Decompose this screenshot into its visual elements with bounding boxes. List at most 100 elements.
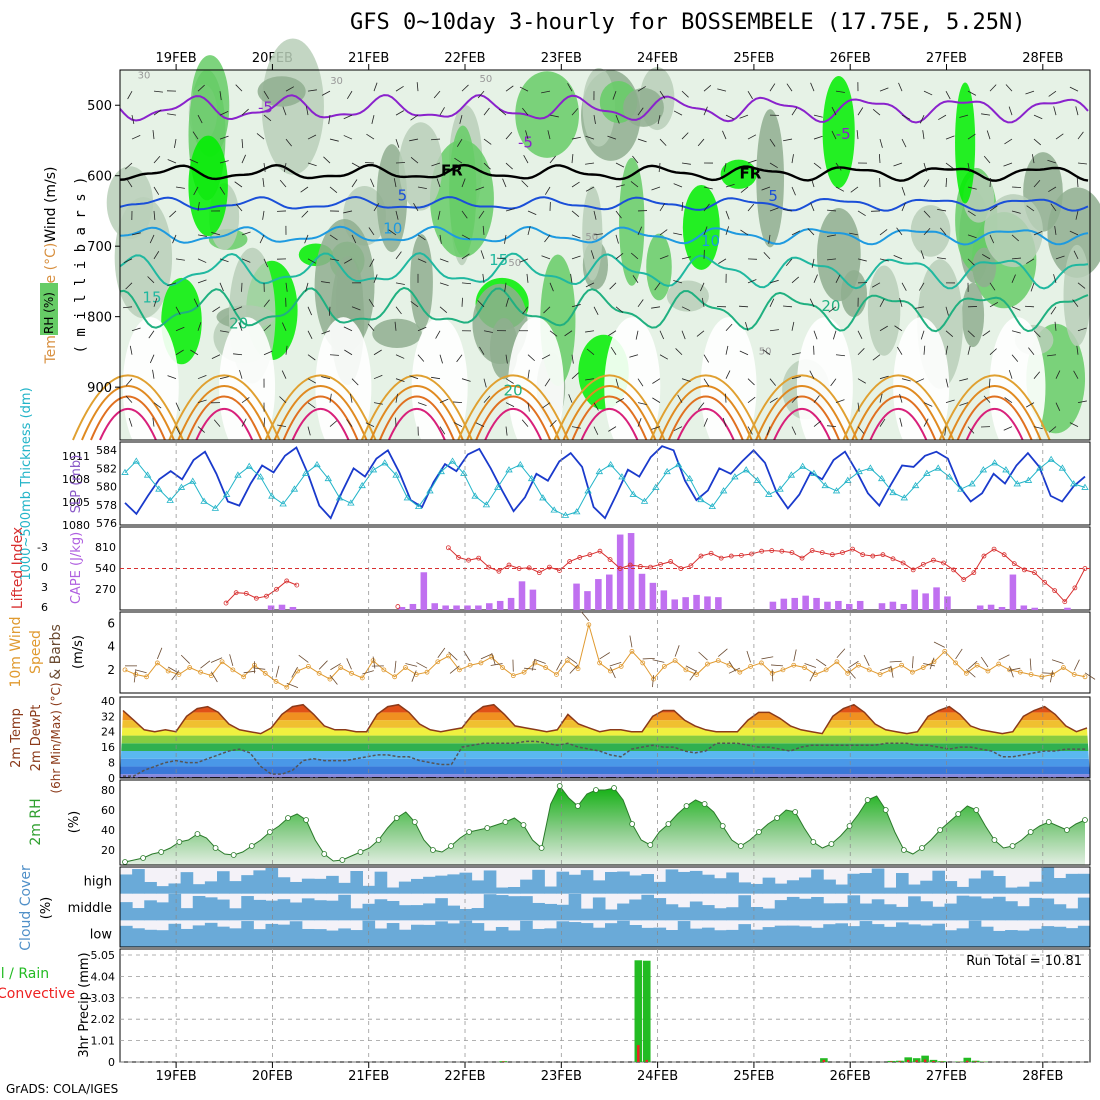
wind-barb bbox=[722, 130, 727, 140]
isotherm-label: 20 bbox=[504, 382, 523, 400]
thickness-marker bbox=[426, 487, 434, 494]
wind-barb bbox=[681, 256, 691, 260]
cloud-bar bbox=[1077, 873, 1091, 894]
wind-barb bbox=[395, 86, 404, 92]
footer-credit: GrADS: COLA/IGES bbox=[6, 1082, 119, 1096]
wind-barb bbox=[219, 135, 229, 140]
wind-barb bbox=[1026, 258, 1035, 264]
wind-barb bbox=[1053, 106, 1057, 116]
wind-barb bbox=[283, 162, 287, 172]
cape-tick: 270 bbox=[95, 583, 116, 596]
wind-barb bbox=[167, 159, 177, 164]
wind-barb bbox=[286, 682, 299, 689]
wind-barb bbox=[393, 178, 397, 188]
slp-ylabel: SLP (mb) bbox=[69, 455, 84, 514]
isotherm-label: FR bbox=[739, 165, 761, 183]
wind-barb bbox=[498, 109, 507, 116]
wind-barb bbox=[413, 202, 419, 212]
cloud-bar bbox=[508, 896, 521, 921]
wind-barb bbox=[291, 666, 298, 678]
wind-barb bbox=[879, 258, 889, 262]
cloud-bar bbox=[156, 902, 169, 921]
wind-barb bbox=[747, 203, 755, 212]
cloud-bar bbox=[1017, 886, 1030, 894]
wind-barb bbox=[725, 370, 731, 379]
wind-barb bbox=[417, 258, 427, 263]
wind-barb bbox=[945, 330, 954, 337]
wind-barb bbox=[983, 395, 991, 403]
wind-barb bbox=[323, 156, 331, 164]
wind-barb bbox=[1069, 230, 1079, 236]
li-marker bbox=[284, 578, 290, 584]
wind-barb bbox=[1033, 179, 1041, 188]
thickness-marker bbox=[753, 476, 762, 483]
wind-marker bbox=[176, 672, 182, 677]
wind-barb bbox=[593, 402, 599, 411]
wind-barb bbox=[923, 345, 926, 355]
cloud-bar bbox=[471, 908, 485, 921]
cloud-bar bbox=[944, 930, 958, 947]
li-marker bbox=[577, 555, 583, 560]
surface-isotherm bbox=[466, 384, 561, 441]
cloud-bar bbox=[653, 898, 667, 921]
wind-barb bbox=[491, 653, 496, 665]
wind-barb bbox=[897, 346, 903, 355]
precip-tick: 1.01 bbox=[91, 1035, 116, 1048]
wind-barb bbox=[827, 258, 837, 261]
rh-blob bbox=[372, 318, 422, 349]
wind-barb bbox=[879, 393, 883, 403]
cloud-bar bbox=[774, 925, 788, 947]
wind-barb bbox=[989, 302, 999, 308]
wind-barb bbox=[571, 255, 581, 260]
temp-tick: 40 bbox=[101, 695, 115, 708]
thickness-marker bbox=[222, 490, 231, 497]
wind-marker bbox=[910, 669, 915, 675]
wind-barb bbox=[211, 354, 221, 360]
wind-barb bbox=[417, 186, 427, 189]
bottom-date-label: 24FEB bbox=[637, 1069, 678, 1084]
li-marker bbox=[233, 590, 239, 596]
wind-barb bbox=[131, 327, 141, 332]
li-marker bbox=[698, 553, 704, 559]
cloud-bar bbox=[956, 895, 970, 921]
rh-marker bbox=[1009, 843, 1016, 849]
temp-band bbox=[120, 758, 1090, 767]
thickness-marker bbox=[573, 508, 581, 515]
wind-marker bbox=[403, 665, 408, 670]
wind-barb bbox=[791, 376, 801, 380]
wind-barb bbox=[967, 133, 976, 140]
cloud-bar bbox=[956, 886, 970, 894]
wind-barb bbox=[793, 649, 797, 662]
surface-isotherm bbox=[965, 408, 1024, 441]
wind-barb bbox=[1073, 370, 1079, 379]
rh-tick: 40 bbox=[101, 824, 115, 837]
thickness-marker bbox=[155, 485, 163, 492]
rh-marker bbox=[267, 829, 273, 835]
wind-barb bbox=[127, 90, 133, 100]
cloud-bar bbox=[435, 921, 448, 947]
top-date-label: 23FEB bbox=[541, 51, 582, 66]
isotherm-15 bbox=[119, 252, 1089, 290]
li-tick: 3 bbox=[41, 581, 48, 594]
wind-barb bbox=[521, 180, 529, 188]
isotherm-label: 15 bbox=[489, 251, 508, 269]
li-marker bbox=[597, 548, 603, 554]
wind-barb bbox=[763, 252, 771, 260]
wind-barb bbox=[901, 186, 906, 196]
wind-barb bbox=[1055, 370, 1061, 379]
wind-barb bbox=[505, 402, 515, 408]
cloud-bar bbox=[641, 894, 654, 921]
wind-marker bbox=[705, 661, 710, 667]
wind-barb bbox=[200, 660, 211, 669]
li-marker bbox=[456, 555, 461, 560]
cloud-bar bbox=[811, 869, 824, 894]
wind-barb bbox=[147, 276, 155, 284]
wind-barb bbox=[955, 648, 963, 660]
wind-barb bbox=[285, 138, 292, 147]
wind-barb bbox=[571, 372, 579, 379]
cloud-bar bbox=[277, 924, 291, 947]
wind-barb bbox=[571, 181, 580, 188]
thickness-marker bbox=[1013, 480, 1021, 487]
wind-barb bbox=[637, 299, 644, 308]
